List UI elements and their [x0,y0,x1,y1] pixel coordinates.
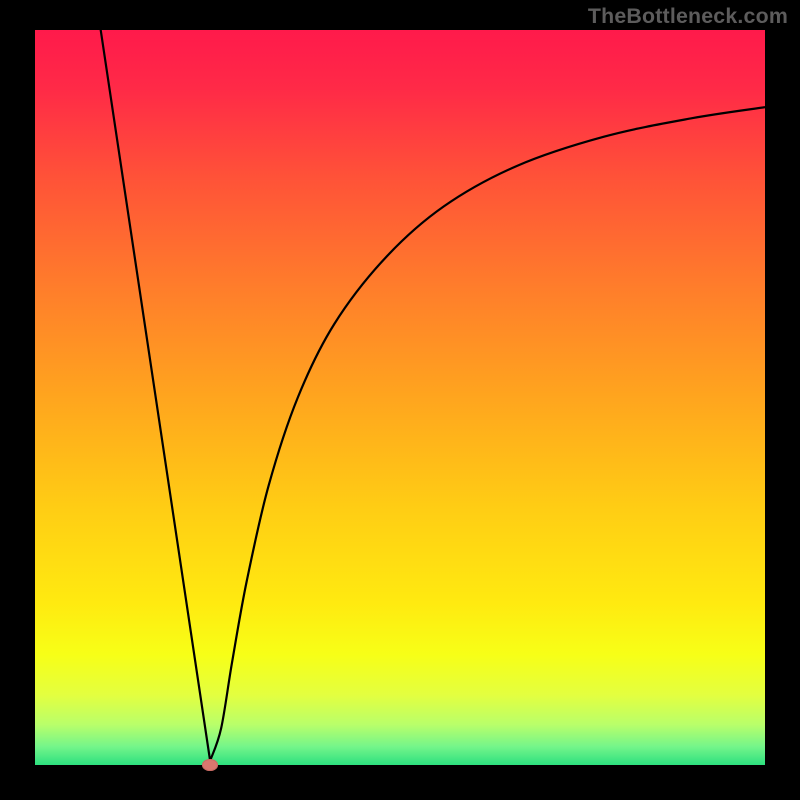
minimum-marker [202,759,218,771]
bottleneck-plot [0,0,800,800]
plot-background [35,30,765,765]
chart-canvas: TheBottleneck.com [0,0,800,800]
